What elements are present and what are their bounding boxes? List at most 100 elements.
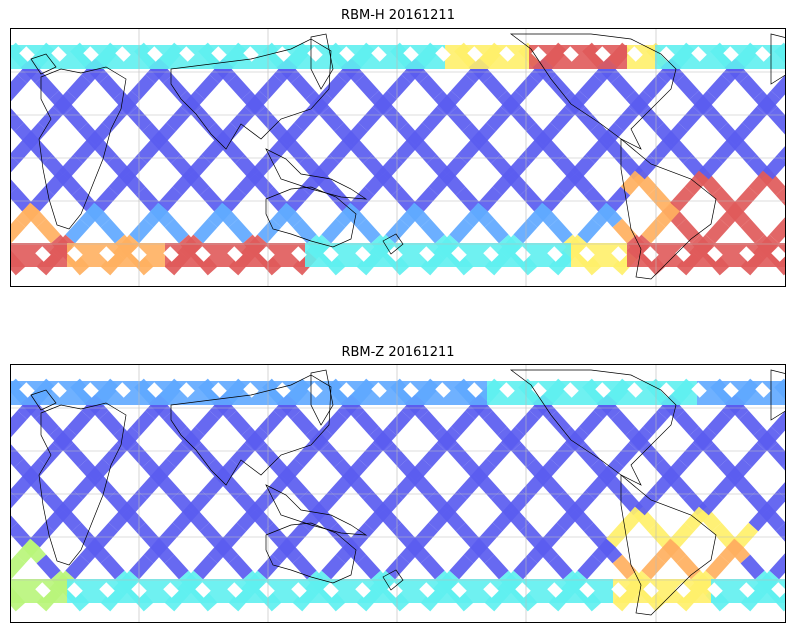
band-gap [659,382,675,398]
swath-segment [442,154,468,180]
swath-segment [290,74,316,100]
band-gap [403,382,419,398]
band-cell-top [487,381,501,405]
swath-segment [455,186,480,212]
swath-segment [641,218,666,244]
swath-segment [129,554,154,580]
band-cell-top [361,381,375,405]
band-cell-bottom [571,579,585,603]
swath-segment [334,458,359,484]
swath-segment [30,186,55,212]
swath-segment [241,90,266,116]
band-cell-top [137,381,151,405]
band-gap [291,582,307,598]
band-cell-top [291,381,305,405]
band-gap [675,246,691,262]
swath-segment [44,170,69,196]
band-cell-bottom [305,579,319,603]
swath-segment [770,75,785,100]
swath-segment [108,170,133,196]
swath-segment [742,442,767,468]
swath-segment [398,458,423,484]
swath-segment [604,474,629,500]
swath-segment [762,154,785,180]
swath-segment [482,410,508,436]
band-gap [275,46,291,62]
band-cell-bottom [557,243,571,267]
swath-segment [614,106,639,132]
swath-segment [526,458,551,484]
swath-segment [740,554,765,580]
swath-segment [612,554,637,580]
band-gap [499,46,515,62]
swath-segment [706,74,732,100]
swath-segment [719,202,744,228]
satellite-tracks [11,42,785,276]
band-gap [371,46,387,62]
swath-segment [610,74,636,100]
swath-segment [98,410,124,436]
band-cell-top [11,45,25,69]
band-cell-bottom [277,579,291,603]
swath-segment [462,122,487,148]
band-cell-bottom [123,579,137,603]
swath-segment [292,554,317,580]
swath-segment [321,218,346,244]
band-cell-bottom [445,243,459,267]
swath-segment [34,74,60,100]
band-cell-bottom [347,579,361,603]
swath-segment [129,218,154,244]
swath-segment [654,458,679,484]
band-cell-bottom [81,243,95,267]
swath-segment [11,410,28,436]
swath-segment [742,106,767,132]
swath-segment [385,554,410,580]
band-gap [531,382,547,398]
swath-segment [65,554,90,580]
swath-segment [58,154,84,180]
coastline-path [310,33,334,90]
band-gap [275,382,291,398]
swath-segment [220,474,245,500]
swath-segment [385,218,410,244]
band-cell-bottom [473,243,487,267]
coastline-path [770,369,785,421]
band-cell-top [137,45,151,69]
swath-segment [142,458,167,484]
swath-segment [740,218,765,244]
swath-segment [606,522,631,548]
swath-segment [476,138,501,164]
swath-segment [201,474,226,500]
coastline-path [170,38,332,150]
swath-segment [634,490,660,516]
swath-segment [514,74,540,100]
swath-segment [263,522,288,548]
swath-segment [206,122,231,148]
swath-segment [548,218,573,244]
band-gap [547,246,563,262]
band-gap [563,382,579,398]
band-cell-bottom [179,579,193,603]
band-cell-bottom [249,579,263,603]
band-gap [419,582,435,598]
swath-segment [15,202,40,228]
band-gap [595,382,611,398]
swath-segment [358,106,383,132]
swath-segment [186,490,212,516]
swath-segment [391,186,416,212]
swath-segment [770,411,785,436]
swath-segment [11,474,34,500]
swath-segment [38,442,63,468]
band-cell-bottom [249,243,263,267]
swath-segment [513,554,538,580]
swath-segment [655,202,680,228]
swath-segment [199,186,224,212]
swath-segment [230,442,255,468]
swath-segment [625,426,650,452]
swath-segment [585,138,610,164]
swath-segment [143,538,168,564]
swath-segment [166,106,191,132]
swath-segment [450,74,476,100]
coastline-path [265,484,368,536]
band-cell-bottom [403,579,417,603]
